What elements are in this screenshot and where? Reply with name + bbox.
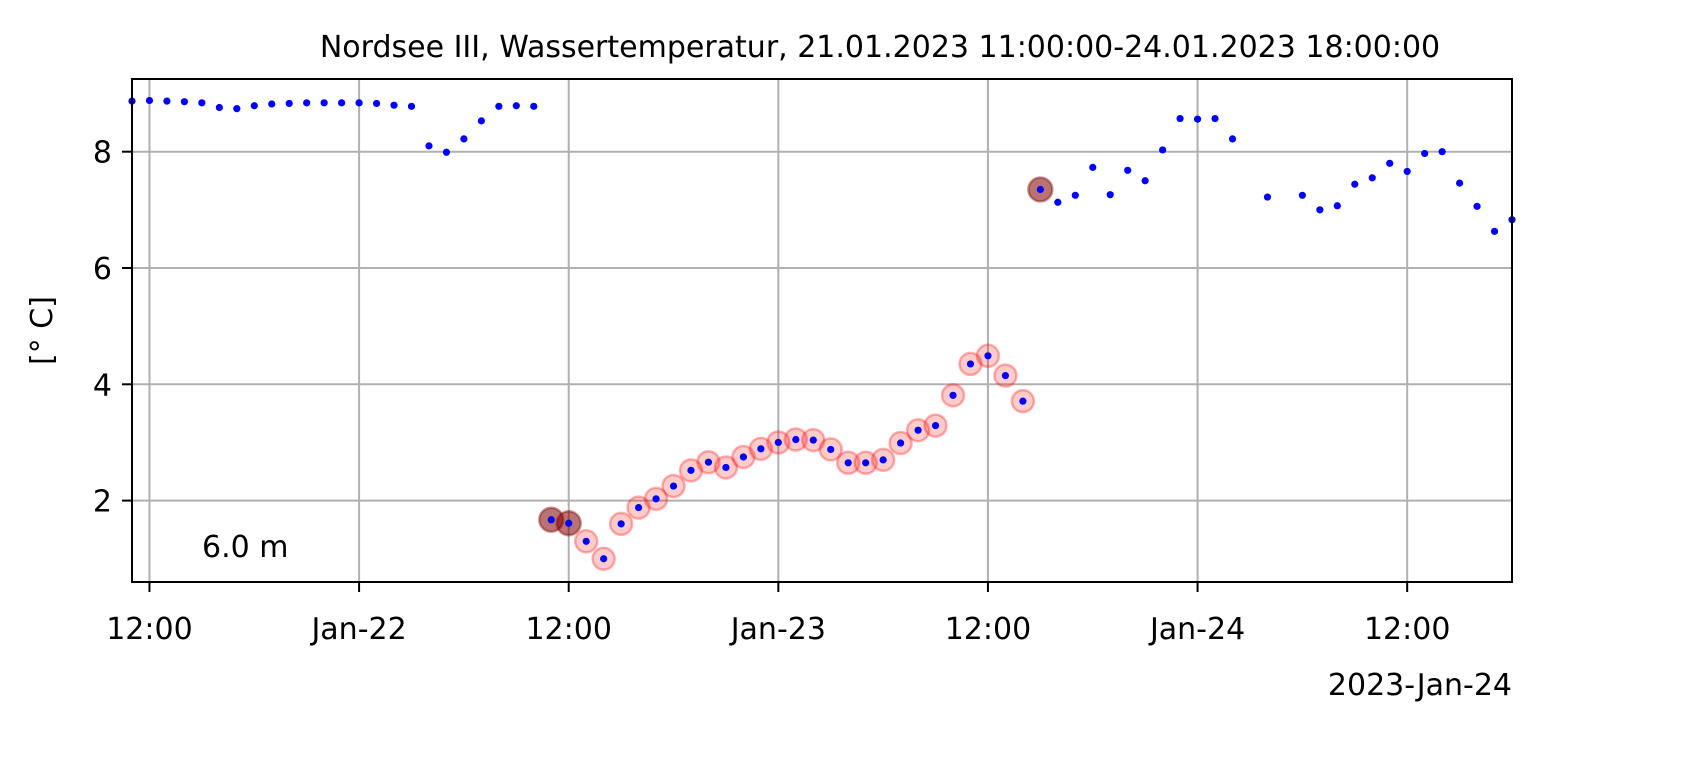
data-point xyxy=(285,99,293,108)
data-point xyxy=(425,142,433,150)
depth-annotation: 6.0 m xyxy=(202,530,288,565)
data-point xyxy=(1036,185,1044,194)
x-offset-label: 2023-Jan-24 xyxy=(1328,668,1512,703)
data-point xyxy=(320,99,328,107)
data-point xyxy=(1490,227,1499,235)
data-point xyxy=(722,463,730,472)
data-point xyxy=(233,105,241,113)
data-point xyxy=(372,99,381,108)
data-point xyxy=(1455,179,1464,187)
data-point xyxy=(634,503,643,512)
data-point xyxy=(460,135,468,143)
grid xyxy=(132,79,1512,582)
x-tick-label: Jan-24 xyxy=(1148,612,1245,647)
data-point xyxy=(198,99,206,107)
data-point xyxy=(617,520,625,528)
data-point xyxy=(442,148,451,156)
data-point xyxy=(809,436,817,444)
data-point xyxy=(1368,174,1376,182)
data-point xyxy=(879,456,887,464)
data-point xyxy=(565,519,573,527)
data-point xyxy=(1421,149,1429,158)
data-point xyxy=(914,426,922,434)
data-point xyxy=(1193,115,1202,123)
data-point xyxy=(600,555,608,563)
x-tick-label: 12:00 xyxy=(1364,612,1450,647)
data-point xyxy=(1054,198,1062,206)
data-point xyxy=(669,482,678,490)
data-point xyxy=(1141,177,1149,185)
data-point xyxy=(687,466,695,474)
data-point xyxy=(1386,159,1394,167)
data-point xyxy=(1351,180,1359,188)
data-points xyxy=(128,96,1516,563)
data-point xyxy=(862,459,870,467)
plot-area-frame xyxy=(131,78,1513,583)
data-point xyxy=(355,99,363,107)
data-point xyxy=(1403,167,1411,176)
data-point xyxy=(1176,114,1184,123)
x-tick-label: Jan-22 xyxy=(309,612,406,647)
x-axis: 12:00 Jan-22 12:00 Jan-23 12:00 Jan-24 12:00 xyxy=(106,582,1450,647)
data-point xyxy=(949,391,957,399)
data-point xyxy=(1333,202,1341,210)
data-point xyxy=(1001,371,1010,380)
data-point xyxy=(495,102,503,110)
data-point xyxy=(1124,166,1132,174)
x-tick-label: 12:00 xyxy=(945,612,1031,647)
y-axis: 2 4 6 8 xyxy=(93,136,132,520)
data-point xyxy=(1298,191,1306,199)
y-tick-label: 4 xyxy=(93,368,112,403)
chart-title: Nordsee III, Wassertemperatur, 21.01.202… xyxy=(320,30,1440,65)
data-point xyxy=(931,421,940,430)
data-point xyxy=(1263,193,1272,201)
data-point xyxy=(897,439,905,447)
y-tick-label: 8 xyxy=(93,136,112,171)
data-point xyxy=(774,438,782,447)
data-point xyxy=(407,102,416,110)
x-tick-label: 12:00 xyxy=(106,612,192,647)
data-point xyxy=(757,445,765,453)
data-point xyxy=(1019,397,1027,405)
data-point xyxy=(338,99,346,107)
data-point xyxy=(1071,191,1079,199)
data-point xyxy=(512,102,520,110)
data-point xyxy=(547,516,555,524)
data-point xyxy=(1473,202,1481,210)
data-point xyxy=(250,102,258,110)
data-point xyxy=(582,537,590,545)
data-point xyxy=(739,453,747,461)
x-tick-label: Jan-23 xyxy=(729,612,826,647)
data-point xyxy=(268,100,276,108)
data-point xyxy=(966,360,975,368)
data-point xyxy=(827,445,835,454)
data-point xyxy=(1159,146,1167,154)
y-tick-label: 6 xyxy=(93,252,112,287)
data-point xyxy=(1106,191,1114,199)
data-point xyxy=(303,99,311,107)
data-point xyxy=(180,98,189,106)
data-point xyxy=(652,495,660,503)
data-point xyxy=(704,458,713,466)
data-point xyxy=(844,459,852,467)
x-tick-label: 12:00 xyxy=(525,612,611,647)
data-point xyxy=(792,435,800,444)
data-point xyxy=(145,96,154,105)
data-point xyxy=(477,117,485,125)
data-point xyxy=(1316,206,1324,214)
data-point xyxy=(215,103,223,112)
data-point xyxy=(1438,148,1446,156)
y-axis-label: [° C] xyxy=(25,296,60,365)
data-point xyxy=(1228,135,1237,143)
data-point xyxy=(390,101,398,109)
data-point xyxy=(163,97,171,105)
data-point xyxy=(1089,163,1097,171)
data-point xyxy=(1211,114,1219,123)
data-point xyxy=(530,102,538,110)
y-tick-label: 2 xyxy=(93,485,112,520)
data-point xyxy=(984,352,992,360)
